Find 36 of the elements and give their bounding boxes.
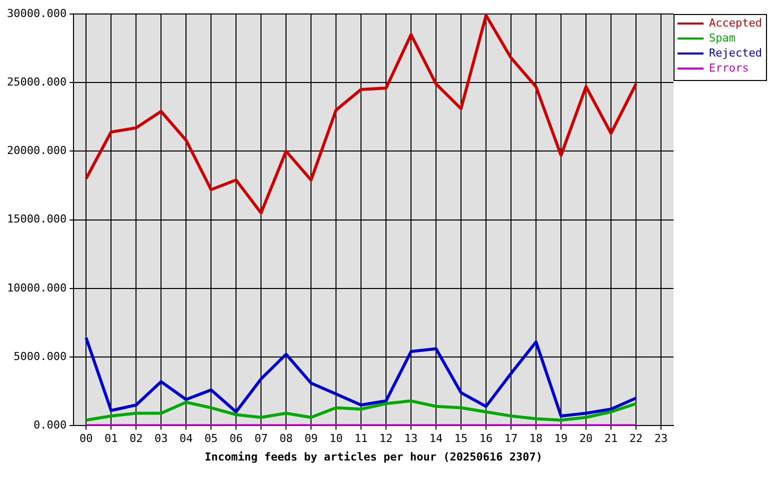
x-tick-label: 08 <box>279 432 293 446</box>
x-tick-label: 21 <box>604 432 618 446</box>
x-tick-label: 12 <box>379 432 393 446</box>
x-tick-label: 10 <box>329 432 343 446</box>
x-tick-label: 07 <box>254 432 268 446</box>
x-tick-label: 18 <box>529 432 543 446</box>
x-tick-label: 04 <box>179 432 194 446</box>
y-tick-label: 25000.000 <box>6 75 67 88</box>
x-tick-label: 00 <box>79 432 93 446</box>
y-tick-label: 15000.000 <box>6 212 67 226</box>
y-tick-label: 0.000 <box>33 418 67 432</box>
x-axis-title: Incoming feeds by articles per hour (20250616 2307) <box>204 450 542 464</box>
x-tick-label: 14 <box>429 432 444 446</box>
x-tick-label: 16 <box>479 432 493 446</box>
x-tick-label: 23 <box>654 432 668 446</box>
y-tick-label: 5000.000 <box>14 350 67 363</box>
x-tick-label: 01 <box>104 432 118 446</box>
x-tick-label: 09 <box>304 432 318 446</box>
x-tick-label: 19 <box>554 432 568 446</box>
x-tick-label: 20 <box>579 432 593 446</box>
x-tick-label: 11 <box>354 432 368 446</box>
x-tick-label: 05 <box>204 432 218 446</box>
y-tick-label: 10000.000 <box>6 281 67 294</box>
x-tick-label: 17 <box>504 432 518 446</box>
legend-label: Errors <box>709 61 749 74</box>
x-tick-label: 13 <box>404 432 418 446</box>
x-tick-label: 22 <box>629 432 643 446</box>
y-tick-label: 30000.000 <box>6 6 67 20</box>
y-tick-label: 20000.000 <box>6 144 67 158</box>
x-tick-label: 03 <box>154 432 168 446</box>
x-tick-label: 15 <box>454 432 468 446</box>
x-tick-label: 02 <box>129 432 143 446</box>
legend-label: Accepted <box>709 16 762 30</box>
legend-label: Rejected <box>709 46 762 60</box>
x-tick-label: 06 <box>229 432 243 446</box>
legend-label: Spam <box>709 31 736 44</box>
